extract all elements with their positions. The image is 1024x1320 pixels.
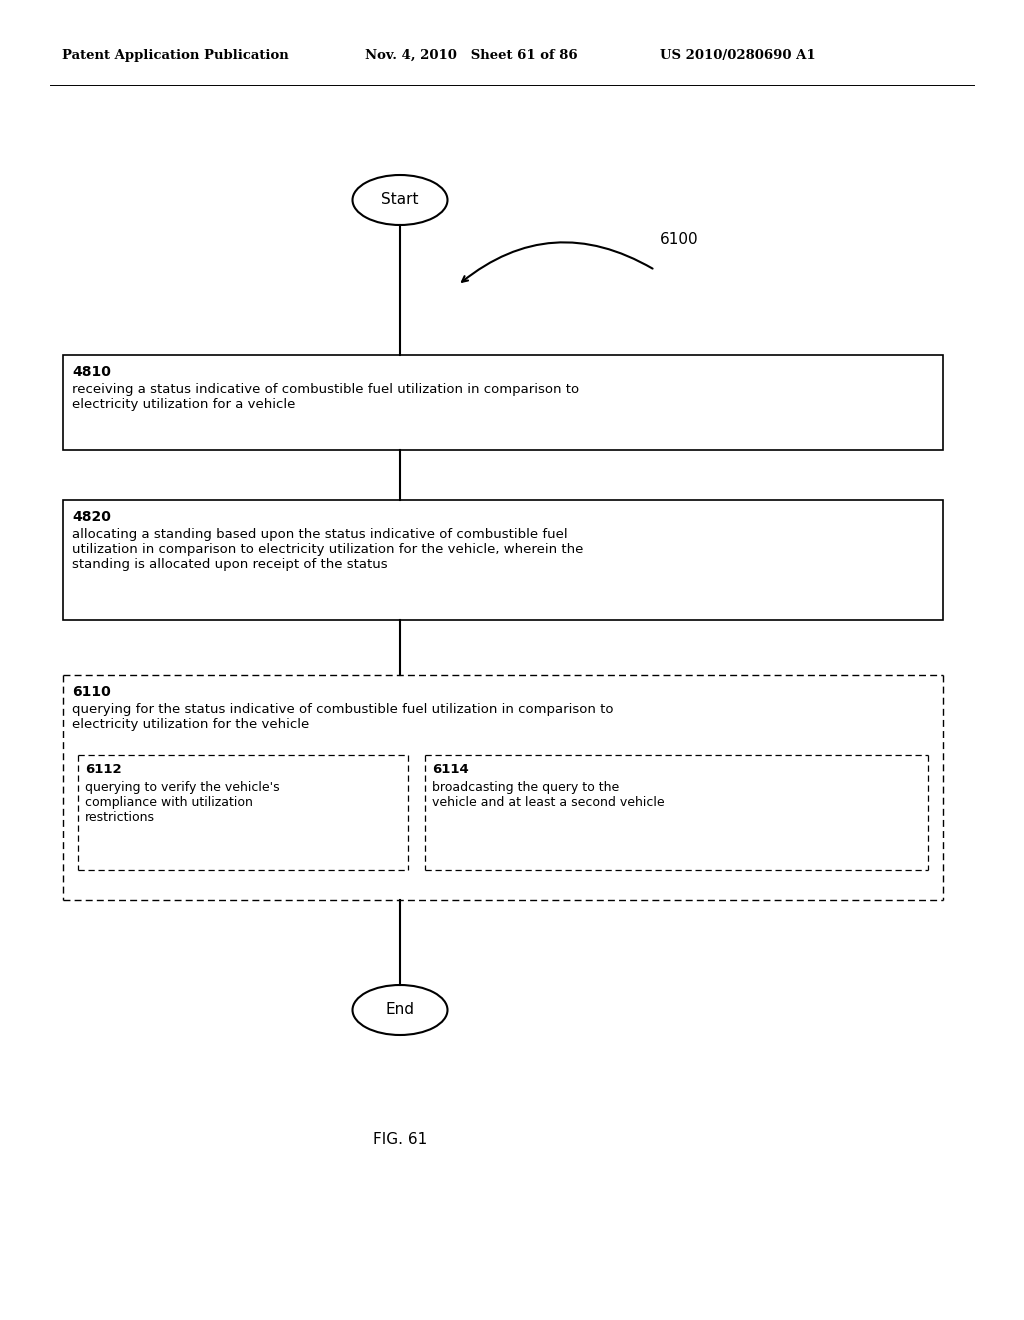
Text: End: End	[385, 1002, 415, 1018]
Text: 6114: 6114	[432, 763, 469, 776]
Text: FIG. 61: FIG. 61	[373, 1133, 427, 1147]
Text: 6100: 6100	[660, 232, 698, 248]
Text: 4820: 4820	[72, 510, 111, 524]
Text: US 2010/0280690 A1: US 2010/0280690 A1	[660, 49, 816, 62]
Text: 4810: 4810	[72, 366, 111, 379]
Text: broadcasting the query to the
vehicle and at least a second vehicle: broadcasting the query to the vehicle an…	[432, 781, 665, 809]
Text: querying for the status indicative of combustible fuel utilization in comparison: querying for the status indicative of co…	[72, 704, 613, 731]
Bar	[63, 355, 943, 450]
Text: Nov. 4, 2010   Sheet 61 of 86: Nov. 4, 2010 Sheet 61 of 86	[365, 49, 578, 62]
Text: Patent Application Publication: Patent Application Publication	[62, 49, 289, 62]
Text: receiving a status indicative of combustible fuel utilization in comparison to
e: receiving a status indicative of combust…	[72, 383, 580, 411]
Text: querying to verify the vehicle's
compliance with utilization
restrictions: querying to verify the vehicle's complia…	[85, 781, 280, 824]
Text: allocating a standing based upon the status indicative of combustible fuel
utili: allocating a standing based upon the sta…	[72, 528, 584, 572]
Text: 6112: 6112	[85, 763, 122, 776]
Bar	[63, 500, 943, 620]
Text: 6110: 6110	[72, 685, 111, 700]
Text: Start: Start	[381, 193, 419, 207]
